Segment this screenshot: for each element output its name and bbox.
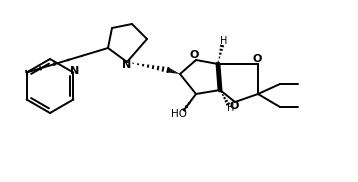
- Text: N: N: [70, 66, 79, 76]
- Text: H: H: [220, 36, 228, 46]
- Text: N: N: [122, 60, 132, 70]
- Text: O: O: [189, 50, 199, 60]
- Text: H: H: [227, 103, 235, 113]
- Text: O: O: [229, 101, 239, 111]
- Text: O: O: [252, 54, 262, 64]
- Text: HO: HO: [171, 109, 187, 119]
